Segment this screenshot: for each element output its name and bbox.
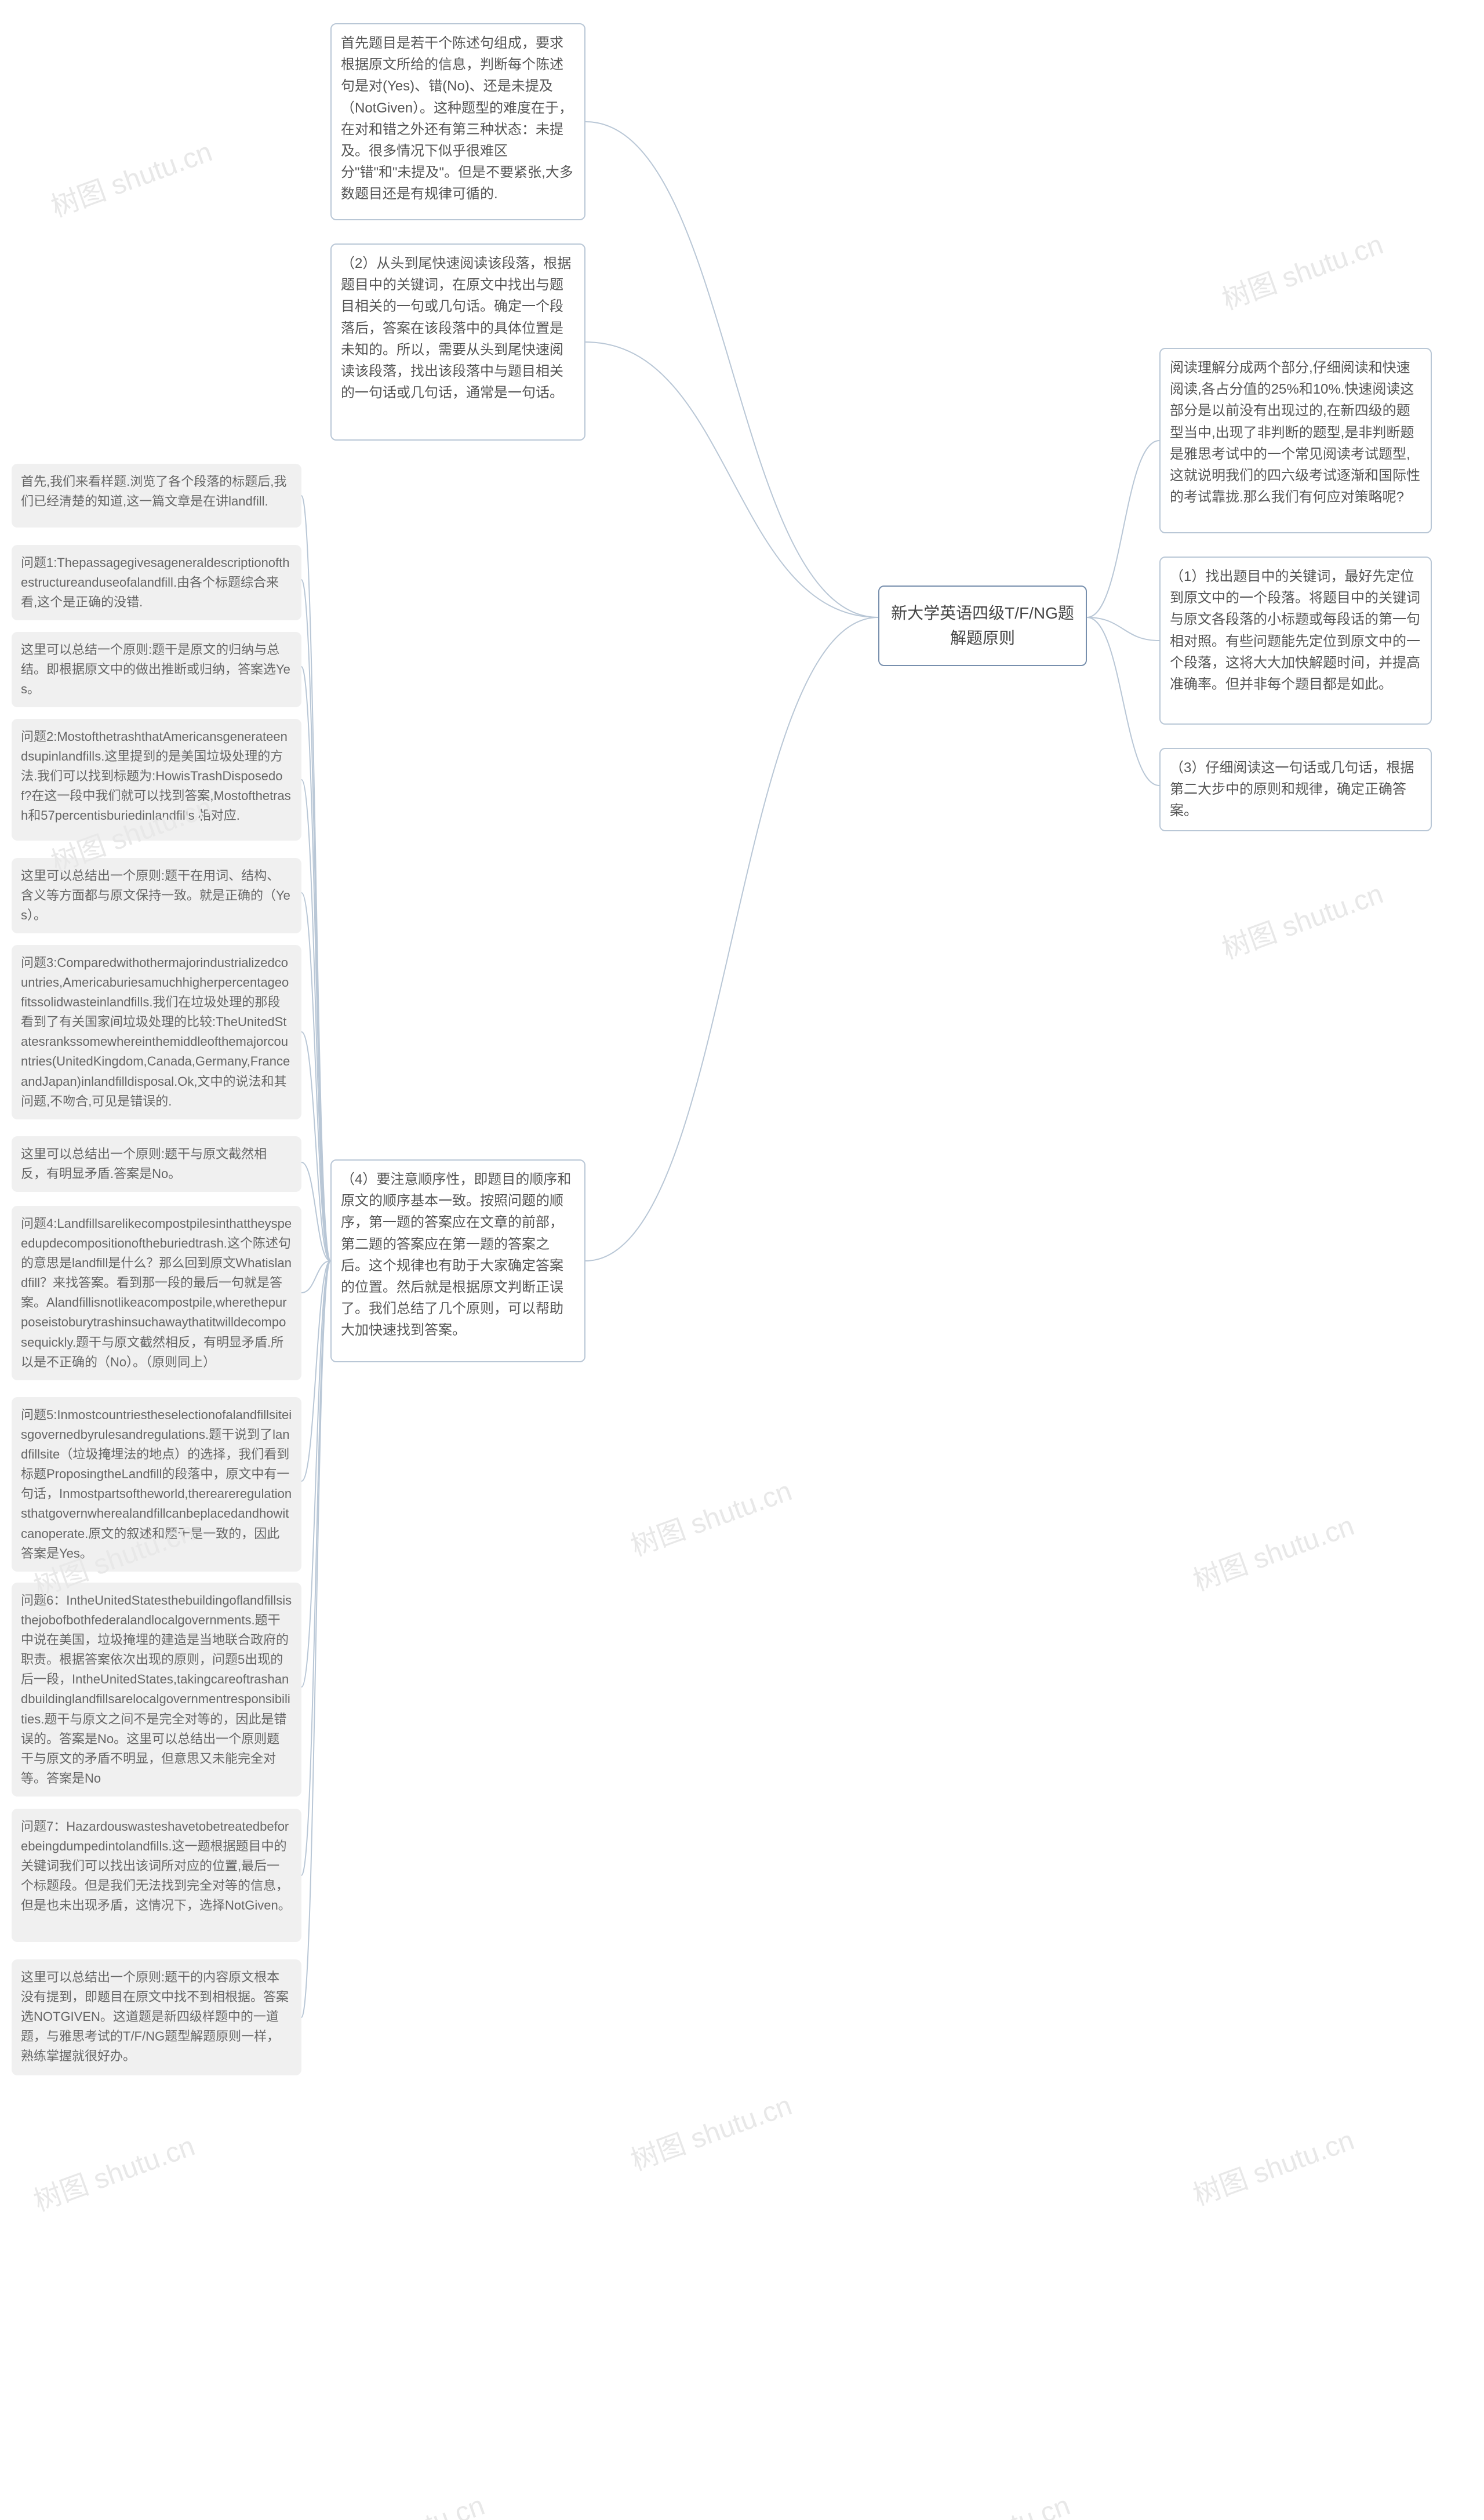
node-text: 这里可以总结一个原则:题干是原文的归纳与总结。即根据原文中的做出推断或归纳，答案… bbox=[21, 642, 290, 696]
watermark: 树图 shutu.cn bbox=[45, 129, 217, 224]
node-text: 问题1:Thepassagegivesageneraldescriptionof… bbox=[21, 555, 290, 609]
node-text: （1）找出题目中的关键词，最好先定位到原文中的一个段落。将题目中的关键词与原文各… bbox=[1170, 569, 1420, 692]
connector bbox=[301, 1261, 330, 1875]
node-text: （2）从头到尾快速阅读该段落，根据题目中的关键词，在原文中找出与题目相关的一句或… bbox=[341, 256, 571, 401]
mindmap-node-l3d: 问题2:MostofthetrashthatAmericansgeneratee… bbox=[12, 719, 301, 841]
node-text: 首先题目是若干个陈述句组成，要求根据原文所给的信息，判断每个陈述句是对(Yes)… bbox=[341, 35, 573, 202]
mindmap-node-l3i: 问题5:Inmostcountriestheselectionofalandfi… bbox=[12, 1397, 301, 1572]
mindmap-node-l3e: 这里可以总结出一个原则:题干在用词、结构、含义等方面都与原文保持一致。就是正确的… bbox=[12, 858, 301, 933]
mindmap-node-l3c: 这里可以总结一个原则:题干是原文的归纳与总结。即根据原文中的做出推断或归纳，答案… bbox=[12, 632, 301, 707]
node-text: 这里可以总结出一个原则:题干与原文截然相反，有明显矛盾.答案是No。 bbox=[21, 1147, 267, 1181]
node-text: （4）要注意顺序性，即题目的顺序和原文的顺序基本一致。按照问题的顺序，第一题的答… bbox=[341, 1172, 571, 1338]
connector bbox=[301, 780, 330, 1261]
node-text: 阅读理解分成两个部分,仔细阅读和快速阅读,各占分值的25%和10%.快速阅读这部… bbox=[1170, 360, 1420, 505]
mindmap-node-l3: （4）要注意顺序性，即题目的顺序和原文的顺序基本一致。按照问题的顺序，第一题的答… bbox=[330, 1159, 585, 1362]
watermark: 树图 shutu.cn bbox=[1216, 221, 1388, 317]
node-text: 问题4:Landfillsarelikecompostpilesinthatth… bbox=[21, 1216, 292, 1369]
mindmap-node-l2: （2）从头到尾快速阅读该段落，根据题目中的关键词，在原文中找出与题目相关的一句或… bbox=[330, 243, 585, 441]
mindmap-node-l3h: 问题4:Landfillsarelikecompostpilesinthatth… bbox=[12, 1206, 301, 1380]
connector bbox=[1087, 441, 1159, 617]
watermark: 树图 shutu.cn bbox=[624, 1468, 796, 1563]
node-text: 问题3:Comparedwithothermajorindustrialized… bbox=[21, 955, 290, 1108]
mindmap-node-l3g: 这里可以总结出一个原则:题干与原文截然相反，有明显矛盾.答案是No。 bbox=[12, 1136, 301, 1192]
watermark: 树图 shutu.cn bbox=[903, 2482, 1075, 2520]
watermark: 树图 shutu.cn bbox=[1187, 2117, 1359, 2213]
mindmap-node-l1: 首先题目是若干个陈述句组成，要求根据原文所给的信息，判断每个陈述句是对(Yes)… bbox=[330, 23, 585, 220]
mindmap-node-l3a: 首先,我们来看样题.浏览了各个段落的标题后,我们已经清楚的知道,这一篇文章是在讲… bbox=[12, 464, 301, 528]
connector bbox=[1087, 617, 1159, 786]
connector bbox=[585, 122, 878, 617]
node-text: 问题2:MostofthetrashthatAmericansgeneratee… bbox=[21, 729, 291, 823]
connector bbox=[585, 617, 878, 1261]
mindmap-node-l3f: 问题3:Comparedwithothermajorindustrialized… bbox=[12, 945, 301, 1119]
mindmap-node-r2: （1）找出题目中的关键词，最好先定位到原文中的一个段落。将题目中的关键词与原文各… bbox=[1159, 557, 1432, 725]
connector bbox=[301, 1261, 330, 1481]
connector bbox=[301, 1032, 330, 1261]
connector bbox=[301, 893, 330, 1261]
watermark: 树图 shutu.cn bbox=[1187, 1503, 1359, 1598]
node-text: 这里可以总结出一个原则:题干在用词、结构、含义等方面都与原文保持一致。就是正确的… bbox=[21, 868, 290, 922]
mindmap-node-l3b: 问题1:Thepassagegivesageneraldescriptionof… bbox=[12, 545, 301, 620]
node-text: 问题6：IntheUnitedStatesthebuildingoflandfi… bbox=[21, 1593, 292, 1786]
node-text: （3）仔细阅读这一句话或几句话，根据第二大步中的原则和规律，确定正确答案。 bbox=[1170, 760, 1414, 819]
node-text: 问题5:Inmostcountriestheselectionofalandfi… bbox=[21, 1408, 292, 1561]
watermark: 树图 shutu.cn bbox=[27, 2123, 199, 2219]
watermark: 树图 shutu.cn bbox=[1216, 871, 1388, 966]
mindmap-node-l3l: 这里可以总结出一个原则:题干的内容原文根本没有提到，即题目在原文中找不到相根据。… bbox=[12, 1959, 301, 2075]
connector bbox=[301, 496, 330, 1261]
node-text: 首先,我们来看样题.浏览了各个段落的标题后,我们已经清楚的知道,这一篇文章是在讲… bbox=[21, 474, 286, 508]
connector bbox=[301, 1261, 330, 1687]
mindmap-node-r3: （3）仔细阅读这一句话或几句话，根据第二大步中的原则和规律，确定正确答案。 bbox=[1159, 748, 1432, 831]
connector bbox=[1087, 617, 1159, 641]
connector bbox=[301, 1162, 330, 1261]
mindmap-node-r1: 阅读理解分成两个部分,仔细阅读和快速阅读,各占分值的25%和10%.快速阅读这部… bbox=[1159, 348, 1432, 533]
node-text: 问题7：Hazardouswasteshavetobetreatedbefore… bbox=[21, 1819, 291, 1912]
watermark: 树图 shutu.cn bbox=[317, 2482, 489, 2520]
connector bbox=[301, 1261, 330, 2017]
mindmap-node-l3j: 问题6：IntheUnitedStatesthebuildingoflandfi… bbox=[12, 1583, 301, 1797]
connector bbox=[585, 342, 878, 617]
connector bbox=[301, 1261, 330, 1293]
node-text: 这里可以总结出一个原则:题干的内容原文根本没有提到，即题目在原文中找不到相根据。… bbox=[21, 1970, 289, 2063]
node-text: 新大学英语四级T/F/NG题解题原则 bbox=[891, 604, 1074, 647]
watermark: 树图 shutu.cn bbox=[624, 2082, 796, 2178]
connector bbox=[301, 580, 330, 1261]
connector bbox=[301, 667, 330, 1261]
mindmap-node-l3k: 问题7：Hazardouswasteshavetobetreatedbefore… bbox=[12, 1809, 301, 1942]
mindmap-node-root: 新大学英语四级T/F/NG题解题原则 bbox=[878, 586, 1087, 666]
